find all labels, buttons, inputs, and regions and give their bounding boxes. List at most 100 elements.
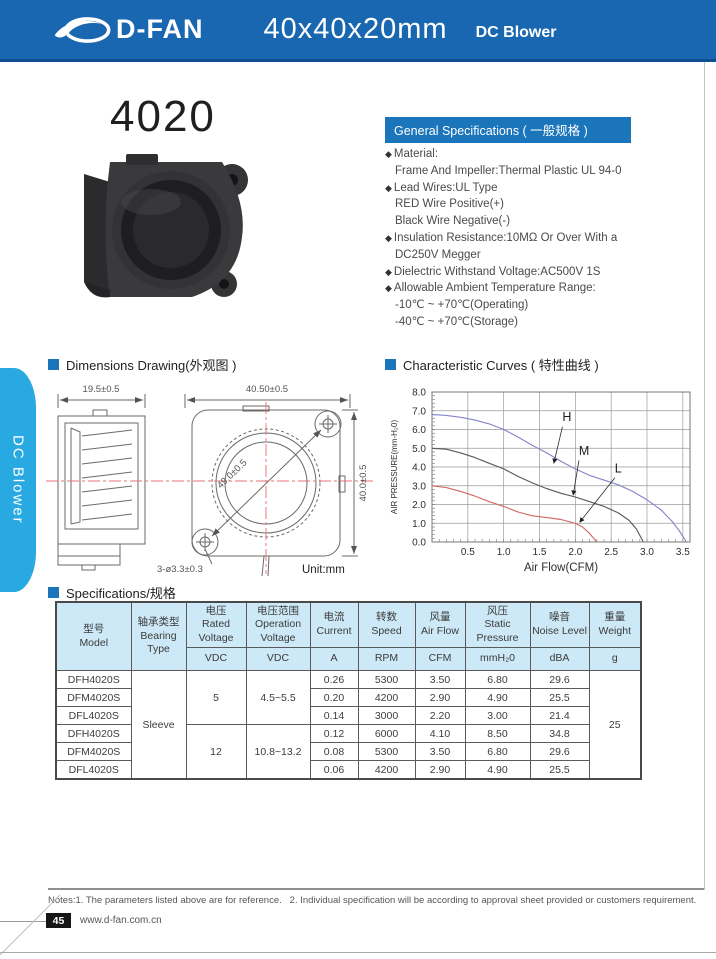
general-specs-header: General Specifications ( 一般规格 ) <box>385 117 631 143</box>
spec-table-section-title: Specifications/规格 <box>48 583 176 602</box>
table-cell: 3000 <box>357 706 416 725</box>
x-tick-label: 1.5 <box>533 547 547 558</box>
dimensions-drawing: 19.5±0.5 40.50±0.5 49.0±0.5 40.0±0.5 3-ø… <box>46 384 374 577</box>
curves-title-label: Characteristic Curves ( 特性曲线 ) <box>403 358 599 373</box>
table-row: DFL4020S 0.06 4200 2.90 4.90 25.5 <box>55 760 641 780</box>
spec-line-text: RED Wire Positive(+) <box>395 198 504 211</box>
spec-line: -40℃ ~ +70℃(Storage) <box>385 314 710 331</box>
table-cell: 29.6 <box>529 742 590 761</box>
table-cell: 21.4 <box>529 706 590 725</box>
table-cell: 2.90 <box>414 688 466 707</box>
table-cell: 0.26 <box>309 670 359 689</box>
website-text: www.d-fan.com.cn <box>80 915 162 926</box>
spec-line: ◆ Lead Wires:UL Type <box>385 180 710 197</box>
page-right-border <box>704 62 705 890</box>
dim-holes-note: 3-ø3.3±0.3 <box>157 564 203 575</box>
spec-line-text: -40℃ ~ +70℃(Storage) <box>395 315 519 328</box>
spec-line: -10℃ ~ +70℃(Operating) <box>385 297 710 314</box>
table-cell: Sleeve <box>130 670 187 780</box>
table-cell: 0.08 <box>309 742 359 761</box>
curve-label-L: L <box>615 461 622 475</box>
x-tick-label: 1.0 <box>497 547 511 558</box>
curve-M <box>431 447 644 543</box>
page-badge-line <box>0 921 46 922</box>
diamond-bullet-icon: ◆ <box>385 182 392 193</box>
table-cell: DFH4020S <box>55 670 132 689</box>
table-cell: 4200 <box>357 688 416 707</box>
table-row: DFM4020S 0.20 4200 2.90 4.90 25.5 <box>55 688 641 707</box>
header-bar: D-FAN 40x40x20mm DC Blower <box>0 0 716 62</box>
y-tick-label: 2.0 <box>412 500 426 511</box>
spec-line: DC250V Megger <box>385 247 710 264</box>
spec-line: RED Wire Positive(+) <box>385 196 710 213</box>
column-header: 电流 Current <box>309 601 359 648</box>
spec-line-text: Dielectric Withstand Voltage:AC500V 1S <box>393 265 601 278</box>
table-cell: DFM4020S <box>55 688 132 707</box>
general-spec-list: ◆ Material: Frame And Impeller:Thermal Pla… <box>385 146 710 331</box>
unit-header: mmH₂0 <box>464 647 531 671</box>
spec-line-text: Frame And Impeller:Thermal Plastic UL 94… <box>395 164 622 177</box>
column-header: 噪音 Noise Level <box>529 601 590 648</box>
diamond-bullet-icon: ◆ <box>385 232 392 243</box>
spec-table-title-label: Specifications/规格 <box>66 586 176 601</box>
unit-header: VDC <box>185 647 247 671</box>
table-cell: 5300 <box>357 742 416 761</box>
table-cell: 4.5~5.5 <box>245 670 311 725</box>
table-cell: 3.00 <box>464 706 531 725</box>
x-tick-label: 2.5 <box>604 547 618 558</box>
table-cell: 0.20 <box>309 688 359 707</box>
table-cell: 4200 <box>357 760 416 780</box>
blue-square-icon <box>48 359 59 370</box>
table-cell: 0.12 <box>309 724 359 743</box>
blue-square-icon <box>48 587 59 598</box>
table-cell: 5 <box>185 670 247 725</box>
spec-line-text: DC250V Megger <box>395 248 481 261</box>
spec-line-text: Lead Wires:UL Type <box>393 181 498 194</box>
y-tick-label: 3.0 <box>412 481 426 492</box>
dimensions-section-title: Dimensions Drawing(外观图 ) <box>48 355 236 374</box>
corner-diagonal-line <box>0 894 61 956</box>
table-cell: 0.14 <box>309 706 359 725</box>
spec-line: Black Wire Negative(-) <box>385 213 710 230</box>
spec-line: ◆ Allowable Ambient Temperature Range: <box>385 280 710 297</box>
table-cell: 25 <box>588 670 642 780</box>
side-tab-dc-blower: DC Blower <box>0 368 36 592</box>
spec-line: ◆ Insulation Resistance:10MΩ Or Over With… <box>385 230 710 247</box>
dfan-logo-icon <box>54 16 111 43</box>
column-header: 电压范围 Operation Voltage <box>245 601 311 648</box>
table-cell: DFM4020S <box>55 742 132 761</box>
curve-label-H: H <box>562 410 571 424</box>
footer-divider <box>48 888 704 890</box>
table-cell: 2.20 <box>414 706 466 725</box>
spec-line: ◆ Dielectric Withstand Voltage:AC500V 1S <box>385 264 710 281</box>
table-row: DFM4020S 0.08 5300 3.50 6.80 29.6 <box>55 742 641 761</box>
table-cell: 6000 <box>357 724 416 743</box>
diamond-bullet-icon: ◆ <box>385 283 392 294</box>
dim-height: 40.0±0.5 <box>358 465 369 502</box>
x-tick-label: 3.5 <box>676 547 690 558</box>
model-number-title: 4020 <box>110 92 216 141</box>
dimensions-title-label: Dimensions Drawing(外观图 ) <box>66 358 237 373</box>
table-cell: 10.8~13.2 <box>245 724 311 780</box>
diamond-bullet-icon: ◆ <box>385 266 392 277</box>
table-cell: 3.50 <box>414 742 466 761</box>
table-cell: 34.8 <box>529 724 590 743</box>
table-cell: 29.6 <box>529 670 590 689</box>
column-header: 风量 Air Flow <box>414 601 466 648</box>
dim-top-width: 40.50±0.5 <box>246 384 288 395</box>
spec-line-text: Material: <box>393 148 439 160</box>
table-row: DFL4020S 0.14 3000 2.20 3.00 21.4 <box>55 706 641 725</box>
column-header: 电压 Rated Voltage <box>185 601 247 648</box>
table-cell: 8.50 <box>464 724 531 743</box>
page-number-badge: 45 <box>46 913 71 928</box>
table-cell: DFL4020S <box>55 706 132 725</box>
spec-line-text: Insulation Resistance:10MΩ Or Over With … <box>393 231 618 244</box>
column-header: 重量 Weight <box>588 601 642 648</box>
brand-name: D-FAN <box>116 14 204 44</box>
table-cell: 5300 <box>357 670 416 689</box>
curve-label-M: M <box>579 444 589 458</box>
y-tick-label: 7.0 <box>412 406 426 417</box>
table-cell: 4.90 <box>464 760 531 780</box>
dim-unit-label: Unit:mm <box>302 564 345 576</box>
spec-line-text: Allowable Ambient Temperature Range: <box>393 282 596 295</box>
